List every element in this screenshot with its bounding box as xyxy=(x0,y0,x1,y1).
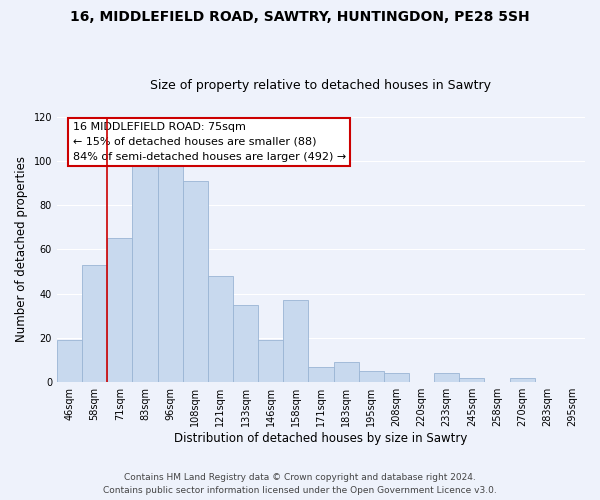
Bar xyxy=(334,362,359,382)
Bar xyxy=(82,265,107,382)
Bar xyxy=(258,340,283,382)
Bar xyxy=(384,374,409,382)
Title: Size of property relative to detached houses in Sawtry: Size of property relative to detached ho… xyxy=(151,79,491,92)
Bar xyxy=(308,366,334,382)
Text: 16, MIDDLEFIELD ROAD, SAWTRY, HUNTINGDON, PE28 5SH: 16, MIDDLEFIELD ROAD, SAWTRY, HUNTINGDON… xyxy=(70,10,530,24)
Bar xyxy=(107,238,133,382)
Text: Contains HM Land Registry data © Crown copyright and database right 2024.
Contai: Contains HM Land Registry data © Crown c… xyxy=(103,474,497,495)
Y-axis label: Number of detached properties: Number of detached properties xyxy=(15,156,28,342)
Bar xyxy=(359,371,384,382)
Bar xyxy=(509,378,535,382)
Bar xyxy=(158,166,182,382)
Bar xyxy=(434,374,459,382)
Bar xyxy=(283,300,308,382)
Text: 16 MIDDLEFIELD ROAD: 75sqm
← 15% of detached houses are smaller (88)
84% of semi: 16 MIDDLEFIELD ROAD: 75sqm ← 15% of deta… xyxy=(73,122,346,162)
Bar xyxy=(57,340,82,382)
Bar xyxy=(459,378,484,382)
Bar xyxy=(133,159,158,382)
X-axis label: Distribution of detached houses by size in Sawtry: Distribution of detached houses by size … xyxy=(174,432,467,445)
Bar xyxy=(208,276,233,382)
Bar xyxy=(233,305,258,382)
Bar xyxy=(182,181,208,382)
